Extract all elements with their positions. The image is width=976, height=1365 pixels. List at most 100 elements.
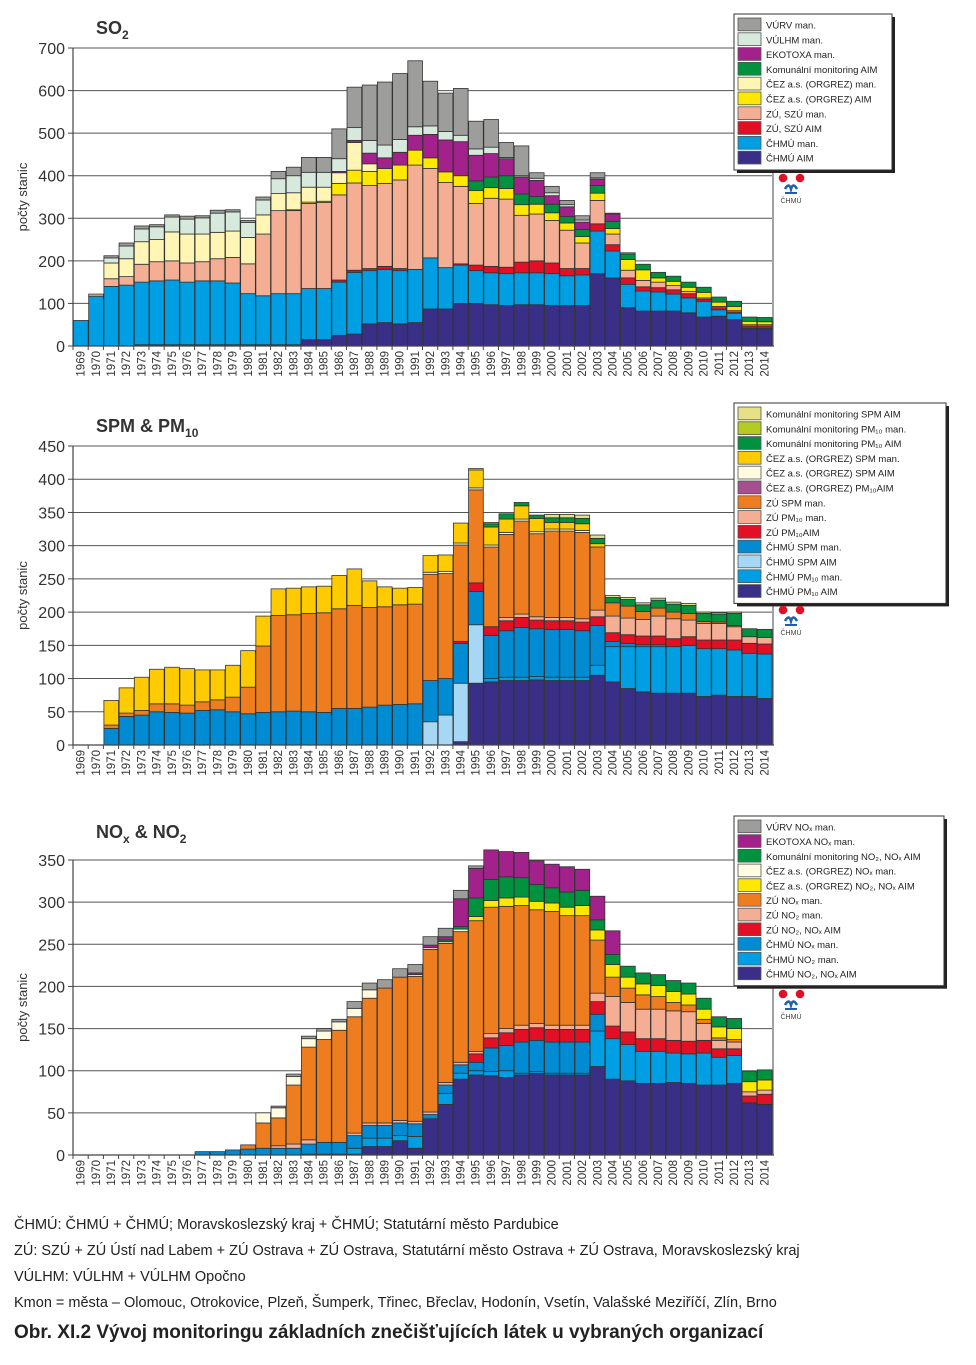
bar-segment bbox=[164, 712, 180, 746]
bar-segment bbox=[650, 277, 667, 283]
y-tick-label: 300 bbox=[38, 895, 65, 912]
y-tick-label: 200 bbox=[38, 254, 65, 271]
bar-segment bbox=[604, 640, 621, 648]
bar-segment bbox=[407, 975, 423, 1122]
x-tick-label: 1990 bbox=[395, 351, 407, 377]
bar-segment bbox=[589, 185, 606, 194]
x-tick-label: 1981 bbox=[258, 1160, 270, 1186]
bar-segment bbox=[407, 1147, 423, 1156]
bar-segment bbox=[711, 639, 727, 650]
bar-segment bbox=[635, 602, 651, 606]
legend-label: ČHMÚ NO₂, NOₓ AIM bbox=[766, 970, 857, 981]
chart-nox-no2: 0 50 100 150 200 250 300 350 počty stanic NOx & N… bbox=[0, 810, 976, 1210]
y-tick-label: 400 bbox=[38, 169, 65, 186]
bar-segment bbox=[574, 618, 591, 623]
bar-segment bbox=[696, 1008, 712, 1020]
bar-segment bbox=[331, 608, 347, 709]
bar-segment bbox=[407, 126, 423, 136]
bar-segment bbox=[544, 1029, 560, 1043]
bar-segment bbox=[665, 980, 682, 992]
bar-segment bbox=[377, 586, 393, 608]
bar-segment bbox=[620, 642, 636, 648]
bar-segment bbox=[620, 283, 636, 309]
bar-segment bbox=[301, 1046, 317, 1141]
x-tick-label: 2007 bbox=[653, 351, 665, 377]
bar-segment bbox=[544, 273, 560, 306]
legend-swatch bbox=[737, 849, 762, 863]
bar-segment bbox=[513, 193, 530, 206]
bar-segment bbox=[604, 220, 621, 229]
x-tick-label: 1992 bbox=[425, 750, 437, 776]
bar-segment bbox=[513, 896, 530, 906]
legend-swatch bbox=[737, 495, 762, 510]
bar-segment bbox=[574, 228, 591, 237]
bar-segment bbox=[361, 607, 378, 708]
x-tick-label: 2009 bbox=[683, 750, 695, 776]
bar-segment bbox=[528, 172, 545, 179]
legend-label: Komunální monitoring NO₂, NOₓ AIM bbox=[766, 852, 921, 863]
bar-segment bbox=[255, 1147, 271, 1156]
bar-segment bbox=[316, 1030, 332, 1040]
x-tick-label: 1984 bbox=[304, 1159, 316, 1185]
legend-label: Komunální monitoring SPM AIM bbox=[766, 410, 901, 421]
bar-segment bbox=[407, 149, 423, 166]
bar-segment bbox=[513, 680, 530, 746]
bar-segment bbox=[559, 206, 575, 217]
bar-segment bbox=[209, 212, 226, 233]
bar-segment bbox=[620, 976, 636, 989]
x-tick-label: 2009 bbox=[683, 1160, 695, 1186]
bar-segment bbox=[452, 185, 469, 265]
chmu-logo: ČHMÚ bbox=[778, 173, 805, 205]
bar-segment bbox=[437, 554, 454, 572]
bar-segment bbox=[103, 285, 119, 347]
x-tick-label: 2002 bbox=[577, 1160, 589, 1186]
bar-segment bbox=[316, 585, 332, 614]
bar-segment bbox=[513, 204, 530, 216]
bar-segment bbox=[528, 213, 545, 262]
bar-segment bbox=[407, 703, 423, 746]
chmu-logo: ČHMÚ bbox=[778, 989, 805, 1021]
legend-label: ČHMÚ SPM AIM bbox=[766, 558, 837, 569]
bar-segment bbox=[285, 1147, 302, 1156]
bar-segment bbox=[620, 646, 636, 689]
bar-segment bbox=[331, 194, 347, 281]
bar-segment bbox=[377, 182, 393, 267]
bar-segment bbox=[741, 328, 758, 347]
bar-segment bbox=[331, 281, 347, 336]
bar-segment bbox=[635, 972, 651, 985]
bar-segment bbox=[665, 280, 682, 286]
bar-segment bbox=[468, 154, 484, 182]
bar-segment bbox=[422, 257, 439, 310]
x-tick-label: 1978 bbox=[212, 351, 224, 377]
bar-segment bbox=[377, 144, 393, 159]
chart-title: SO2 bbox=[96, 18, 129, 42]
chmu-logo: ČHMÚ bbox=[778, 605, 805, 637]
x-tick-label: 1987 bbox=[349, 1160, 361, 1186]
bar-segment bbox=[680, 293, 697, 299]
bar-segment bbox=[498, 1032, 515, 1046]
bar-segment bbox=[604, 1025, 621, 1040]
bar-segment bbox=[528, 1039, 545, 1072]
bar-segment bbox=[452, 642, 469, 684]
bar-segment bbox=[392, 179, 408, 269]
bar-segment bbox=[483, 1047, 499, 1072]
bar-segment bbox=[528, 860, 545, 885]
x-tick-label: 2008 bbox=[668, 351, 680, 377]
bar-segment bbox=[270, 178, 287, 194]
bar-segment bbox=[574, 514, 591, 519]
x-tick-label: 1975 bbox=[167, 1160, 179, 1186]
bar-segment bbox=[361, 163, 378, 172]
bar-segment bbox=[270, 1147, 287, 1156]
bar-segment bbox=[316, 612, 332, 713]
bar-segment bbox=[635, 1050, 651, 1084]
bar-segment bbox=[680, 286, 697, 292]
bar-segment bbox=[468, 469, 484, 489]
logo-wave-icon bbox=[783, 184, 799, 194]
x-tick-label: 1976 bbox=[182, 351, 194, 377]
bar-segment bbox=[133, 714, 150, 746]
bar-segment bbox=[513, 145, 530, 177]
bar-segment bbox=[589, 172, 606, 179]
bar-segment bbox=[513, 852, 530, 879]
bar-segment bbox=[544, 530, 560, 618]
x-tick-label: 2010 bbox=[699, 750, 711, 776]
